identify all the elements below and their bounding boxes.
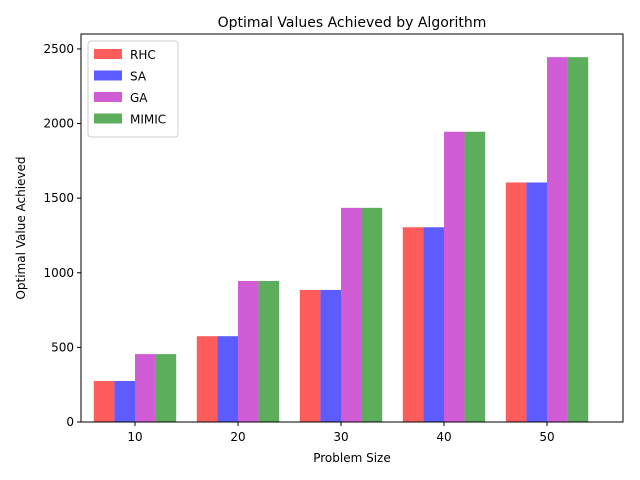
y-tick-label-1000: 1000: [43, 266, 74, 280]
bar-rhc-50: [505, 182, 527, 422]
bar-ga-50: [547, 57, 568, 422]
chart-title: Optimal Values Achieved by Algorithm: [218, 15, 487, 31]
y-tick-label-0: 0: [66, 415, 74, 429]
legend: RHC SA GA MIMIC: [87, 40, 179, 138]
y-tick-label-2500: 2500: [43, 42, 74, 56]
bar-sa-10: [114, 380, 135, 422]
legend-swatch-sa: [94, 70, 122, 81]
bar-rhc-10: [93, 380, 115, 422]
bar-rhc-20: [196, 336, 218, 422]
legend-swatch-mimic: [94, 113, 122, 124]
bar-mimic-10: [155, 354, 177, 422]
bar-ga-30: [341, 207, 362, 422]
bar-ga-40: [444, 131, 465, 422]
x-axis-label: Problem Size: [313, 451, 391, 465]
bar-mimic-20: [258, 280, 280, 422]
x-tick-label-30: 30: [333, 430, 348, 444]
bar-mimic-50: [567, 57, 589, 422]
legend-frame: [87, 40, 179, 138]
legend-label-ga: GA: [130, 91, 148, 105]
bar-mimic-40: [464, 131, 486, 422]
bar-sa-30: [320, 289, 341, 422]
x-tick-label-10: 10: [127, 430, 142, 444]
legend-label-rhc: RHC: [130, 48, 156, 62]
y-tick-label-2000: 2000: [43, 117, 74, 131]
bar-rhc-40: [402, 227, 424, 422]
bar-sa-20: [217, 336, 238, 422]
bar-mimic-30: [361, 207, 383, 422]
bar-sa-40: [423, 227, 444, 422]
y-tick-label-500: 500: [51, 340, 74, 354]
legend-label-sa: SA: [130, 70, 147, 84]
bar-ga-10: [135, 354, 156, 422]
bar-rhc-30: [299, 289, 321, 422]
plot-frame: [80, 33, 624, 423]
legend-swatch-ga: [94, 92, 122, 102]
y-axis-label: Optimal Value Achieved: [14, 156, 28, 299]
y-tick-label-1500: 1500: [43, 191, 74, 205]
bar-sa-50: [526, 182, 547, 422]
x-tick-label-50: 50: [539, 430, 554, 444]
legend-swatch-rhc: [94, 49, 122, 59]
bar-ga-20: [238, 280, 259, 422]
x-tick-label-20: 20: [230, 430, 245, 444]
x-tick-label-40: 40: [436, 430, 451, 444]
legend-label-mimic: MIMIC: [130, 113, 166, 127]
